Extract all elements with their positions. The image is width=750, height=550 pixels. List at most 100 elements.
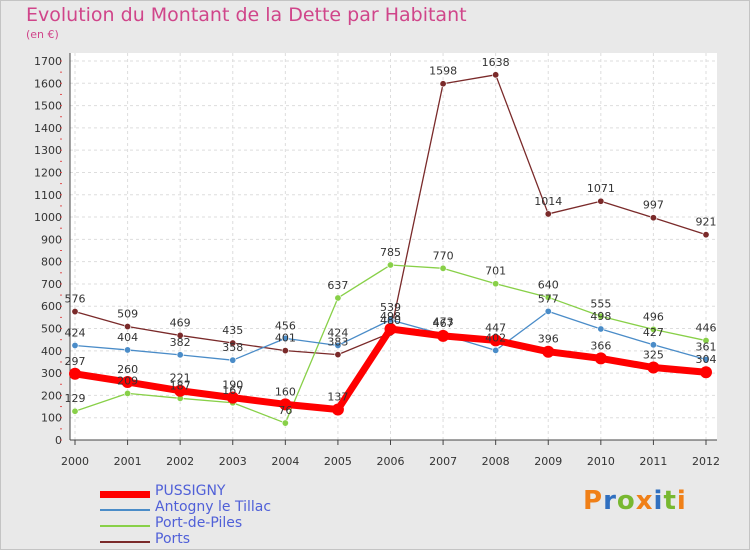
data-label: 473: [433, 316, 454, 329]
logo-letter: o: [616, 486, 636, 516]
data-label: 921: [696, 216, 717, 229]
x-tick-label: 2005: [324, 455, 352, 468]
y-tick-label: 500: [41, 323, 62, 336]
data-label: 997: [643, 199, 664, 212]
data-label: 297: [65, 355, 86, 368]
data-label: 404: [117, 331, 138, 344]
x-tick-label: 2010: [587, 455, 615, 468]
data-point: [69, 367, 81, 380]
data-point: [334, 341, 342, 349]
data-point: [226, 391, 239, 404]
data-label: 325: [643, 349, 664, 362]
y-tick-label: 0: [55, 434, 62, 447]
data-point: [542, 345, 555, 358]
data-label: 637: [327, 279, 348, 292]
data-label: 76: [278, 404, 292, 417]
data-label: 576: [65, 293, 86, 306]
data-label: 427: [643, 326, 664, 339]
data-point: [174, 384, 187, 397]
data-point: [279, 398, 292, 411]
data-point: [229, 356, 237, 364]
data-point: [544, 293, 552, 301]
data-point: [647, 361, 660, 374]
y-tick-label: 400: [41, 345, 62, 358]
data-label: 1638: [482, 56, 510, 69]
y-tick-label: 300: [41, 367, 62, 380]
data-label: 785: [380, 246, 401, 259]
x-tick-label: 2012: [692, 455, 720, 468]
data-label: 640: [538, 278, 559, 291]
data-point: [544, 307, 552, 315]
data-label: 539: [380, 301, 401, 314]
x-tick-label: 2006: [377, 455, 405, 468]
y-tick-label: 1300: [34, 144, 62, 157]
x-tick-label: 2000: [61, 455, 89, 468]
data-point: [492, 71, 500, 79]
x-tick-label: 2002: [166, 455, 194, 468]
data-label: 424: [65, 326, 86, 339]
data-label: 424: [327, 326, 348, 339]
data-label: 396: [538, 333, 559, 346]
data-point: [492, 280, 500, 288]
x-tick-label: 2004: [271, 455, 299, 468]
data-point: [71, 407, 79, 415]
data-label: 577: [538, 292, 559, 305]
legend-label: Ports: [155, 531, 191, 547]
data-label: 435: [222, 324, 243, 337]
data-point: [386, 261, 394, 269]
y-tick-label: 1500: [34, 100, 62, 113]
y-tick-label: 800: [41, 256, 62, 269]
logo-letter: P: [583, 486, 604, 516]
data-label: 1598: [429, 65, 457, 78]
data-point: [492, 346, 500, 354]
y-tick-label: 100: [41, 412, 62, 425]
data-label: 469: [170, 316, 191, 329]
y-tick-label: 1600: [34, 77, 62, 90]
data-label: 498: [590, 310, 611, 323]
data-label: 498: [380, 310, 401, 323]
x-tick-label: 2009: [534, 455, 562, 468]
data-label: 555: [590, 297, 611, 310]
data-point: [437, 329, 450, 342]
data-label: 361: [696, 341, 717, 354]
data-point: [124, 323, 132, 331]
data-label: 304: [696, 353, 717, 366]
y-tick-label: 1200: [34, 166, 62, 179]
y-tick-label: 1100: [34, 189, 62, 202]
data-point: [281, 334, 289, 342]
legend-label: Port-de-Piles: [155, 515, 243, 531]
data-label: 187: [170, 379, 191, 392]
data-point: [489, 334, 502, 347]
data-label: 402: [485, 331, 506, 344]
data-point: [702, 231, 710, 239]
data-label: 456: [275, 319, 296, 332]
data-label: 221: [170, 372, 191, 385]
data-point: [176, 331, 184, 339]
y-tick-label: 200: [41, 389, 62, 402]
logo-letter: i: [653, 486, 664, 516]
data-label: 129: [65, 392, 86, 405]
y-tick-label: 900: [41, 233, 62, 246]
proxiti-logo: Proxiti: [583, 486, 687, 516]
logo-letter: t: [663, 486, 677, 516]
data-point: [597, 325, 605, 333]
data-label: 496: [643, 310, 664, 323]
legend-swatch: [100, 509, 150, 511]
data-label: 447: [485, 321, 506, 334]
data-point: [594, 352, 607, 365]
data-point: [439, 264, 447, 272]
logo-letter: i: [676, 486, 687, 516]
data-label: 167: [222, 384, 243, 397]
data-point: [649, 325, 657, 333]
data-point: [702, 356, 710, 364]
data-label: 383: [327, 336, 348, 349]
logo-letter: r: [603, 486, 617, 516]
data-label: 209: [117, 374, 138, 387]
data-label: 137: [327, 390, 348, 403]
data-point: [124, 346, 132, 354]
legend-label: Antogny le Tillac: [155, 499, 272, 515]
chart-unit: (en €): [26, 28, 59, 41]
legend-label: PUSSIGNY: [155, 483, 226, 499]
data-point: [702, 337, 710, 345]
chart-title: Evolution du Montant de la Dette par Hab…: [26, 4, 467, 26]
